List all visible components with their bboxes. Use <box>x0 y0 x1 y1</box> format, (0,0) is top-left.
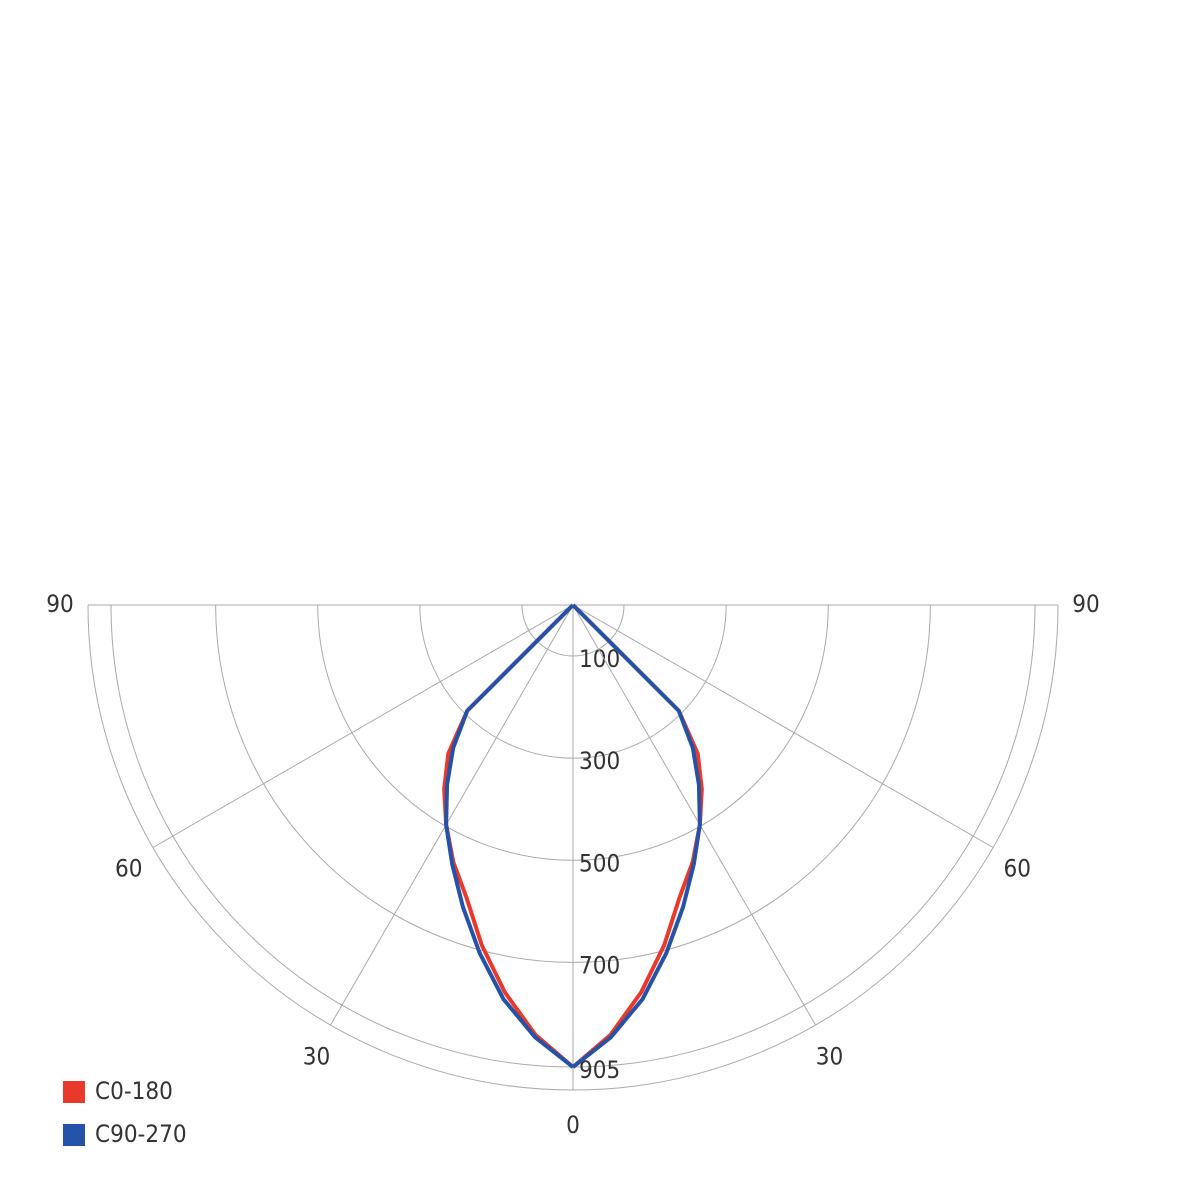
grid-spoke <box>572 604 994 848</box>
grid-spoke <box>572 604 816 1026</box>
theta-tick-label: 30 <box>303 1042 330 1070</box>
grid-spoke <box>330 604 574 1026</box>
theta-tick-label: 60 <box>115 855 142 883</box>
legend-swatch <box>63 1124 85 1146</box>
r-tick-label: 500 <box>579 849 620 877</box>
theta-tick-label: 90 <box>1072 590 1099 618</box>
legend-label: C90-270 <box>95 1120 187 1148</box>
series-line <box>571 603 702 1069</box>
theta-tick-label: 0 <box>566 1111 580 1139</box>
r-tick-label: 300 <box>579 747 620 775</box>
r-tick-label: 905 <box>579 1056 620 1084</box>
legend-label: C0-180 <box>95 1077 173 1105</box>
theta-tick-label: 30 <box>816 1042 843 1070</box>
series-line <box>444 603 575 1069</box>
theta-tick-label: 90 <box>46 590 73 618</box>
legend-swatch <box>63 1081 85 1103</box>
theta-tick-label: 60 <box>1004 855 1031 883</box>
grid-spoke <box>152 604 574 848</box>
r-tick-label: 100 <box>579 645 620 673</box>
r-tick-label: 700 <box>579 951 620 979</box>
